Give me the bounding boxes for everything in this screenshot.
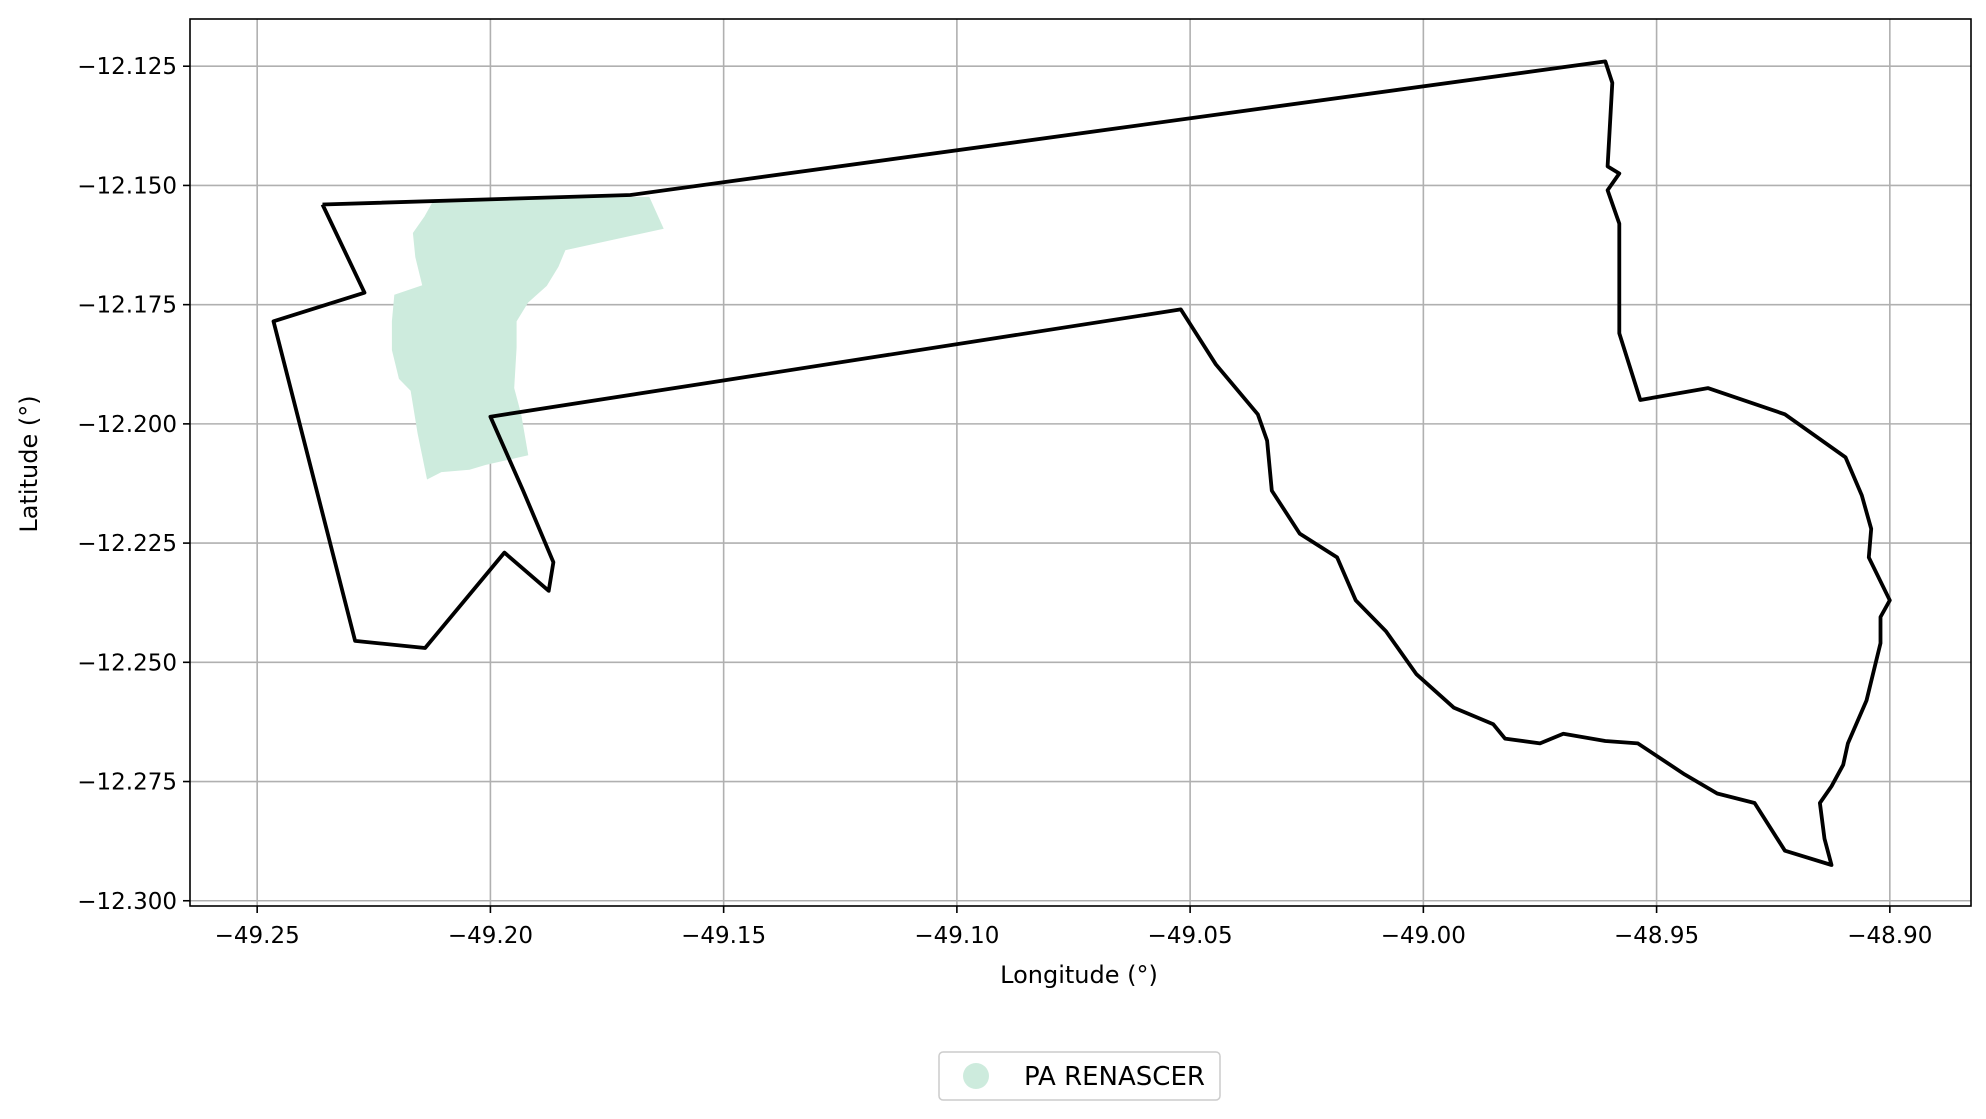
x-axis-label: Longitude (°) bbox=[1000, 961, 1158, 989]
legend-frame bbox=[938, 1051, 1221, 1101]
x-tick-label: −48.95 bbox=[1614, 923, 1699, 949]
y-tick-label: −12.125 bbox=[77, 54, 177, 80]
y-tick-label: −12.275 bbox=[77, 770, 177, 796]
legend-label: PA RENASCER bbox=[1024, 1062, 1205, 1092]
y-tick-label: −12.250 bbox=[77, 650, 177, 676]
x-tick-label: −49.05 bbox=[1148, 923, 1233, 949]
legend-marker bbox=[963, 1063, 989, 1089]
x-tick-label: −48.90 bbox=[1847, 923, 1932, 949]
y-tick-label: −12.150 bbox=[77, 173, 177, 199]
municipality-boundary bbox=[271, 59, 1892, 867]
y-tick-label: −12.200 bbox=[77, 412, 177, 438]
series-layer bbox=[391, 196, 664, 480]
plot-frame bbox=[189, 18, 1972, 907]
y-axis-label: Latitude (°) bbox=[15, 395, 43, 532]
x-tick-label: −49.20 bbox=[448, 923, 533, 949]
y-tick-label: −12.300 bbox=[77, 889, 177, 915]
tick-layer: −49.25 −49.20 −49.15 −49.10 −49.05 −49.00 −48.… bbox=[77, 54, 1932, 949]
y-tick-label: −12.225 bbox=[77, 531, 177, 557]
y-tick-label: −12.175 bbox=[77, 293, 177, 319]
x-tick-label: −49.00 bbox=[1381, 923, 1466, 949]
x-tick-label: −49.25 bbox=[215, 923, 300, 949]
x-tick-label: −49.15 bbox=[681, 923, 766, 949]
x-tick-label: −49.10 bbox=[914, 923, 999, 949]
legend: PA RENASCER bbox=[938, 1051, 1221, 1101]
renascer-area-polygon bbox=[391, 196, 664, 480]
boundary-layer bbox=[271, 59, 1892, 867]
